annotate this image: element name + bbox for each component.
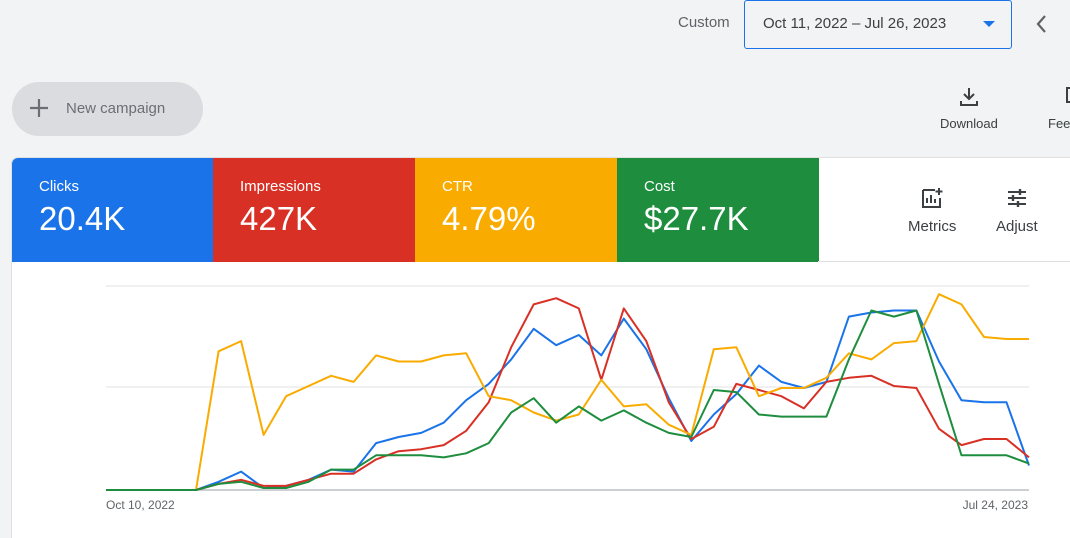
performance-card: Clicks 20.4K Impressions 427K CTR 4.79% … xyxy=(12,158,1070,538)
metrics-button[interactable]: Metrics xyxy=(908,186,956,235)
series-line-clicks xyxy=(106,309,1030,491)
performance-line-chart: Oct 10, 2022 Jul 24, 2023 xyxy=(106,285,1030,512)
scorecard-name: CTR xyxy=(442,178,473,195)
date-range-picker[interactable]: Oct 11, 2022 – Jul 26, 2023 xyxy=(744,0,1012,49)
scorecard-name: Cost xyxy=(644,178,675,195)
scorecard-value: $27.7K xyxy=(644,200,749,237)
series-line-ctr xyxy=(106,293,1029,491)
date-range-text: Oct 11, 2022 – Jul 26, 2023 xyxy=(763,15,947,32)
metrics-chart-icon xyxy=(922,188,943,208)
x-tick-label-end: Jul 24, 2023 xyxy=(963,498,1029,512)
new-campaign-label: New campaign xyxy=(66,100,166,117)
series-line-impressions xyxy=(106,297,1030,491)
metrics-label: Metrics xyxy=(908,218,957,235)
scorecard-ctr[interactable]: CTR 4.79% xyxy=(415,158,617,262)
download-label: Download xyxy=(940,116,998,131)
date-range-type-label: Custom xyxy=(678,14,730,31)
adjust-label: Adjust xyxy=(996,218,1038,235)
download-icon xyxy=(959,88,978,106)
scorecard-value: 20.4K xyxy=(39,200,126,237)
scorecard-name: Impressions xyxy=(240,178,321,195)
scorecard-name: Clicks xyxy=(39,178,79,195)
scorecard-value: 427K xyxy=(240,200,318,237)
plus-icon xyxy=(30,99,48,117)
dropdown-caret-icon xyxy=(983,21,995,27)
feedback-label: Fee xyxy=(1048,116,1070,131)
previous-period-button[interactable] xyxy=(1030,10,1054,38)
scorecard-divider xyxy=(818,261,1070,262)
scorecard-impressions[interactable]: Impressions 427K xyxy=(213,158,415,262)
download-button[interactable]: Download xyxy=(940,86,998,131)
feedback-button[interactable]: Fee xyxy=(1048,86,1070,131)
feedback-icon xyxy=(1066,87,1070,103)
tune-icon xyxy=(1007,189,1026,207)
scorecard-value: 4.79% xyxy=(442,200,536,237)
new-campaign-button[interactable]: New campaign xyxy=(12,82,203,136)
scorecard-clicks[interactable]: Clicks 20.4K xyxy=(12,158,214,262)
series-line-cost xyxy=(106,309,1030,491)
x-tick-label-start: Oct 10, 2022 xyxy=(106,498,175,512)
series-layer xyxy=(106,293,1030,491)
adjust-button[interactable]: Adjust xyxy=(996,186,1038,235)
chevron-left-icon xyxy=(1036,15,1046,33)
scorecard-cost[interactable]: Cost $27.7K xyxy=(617,158,819,262)
